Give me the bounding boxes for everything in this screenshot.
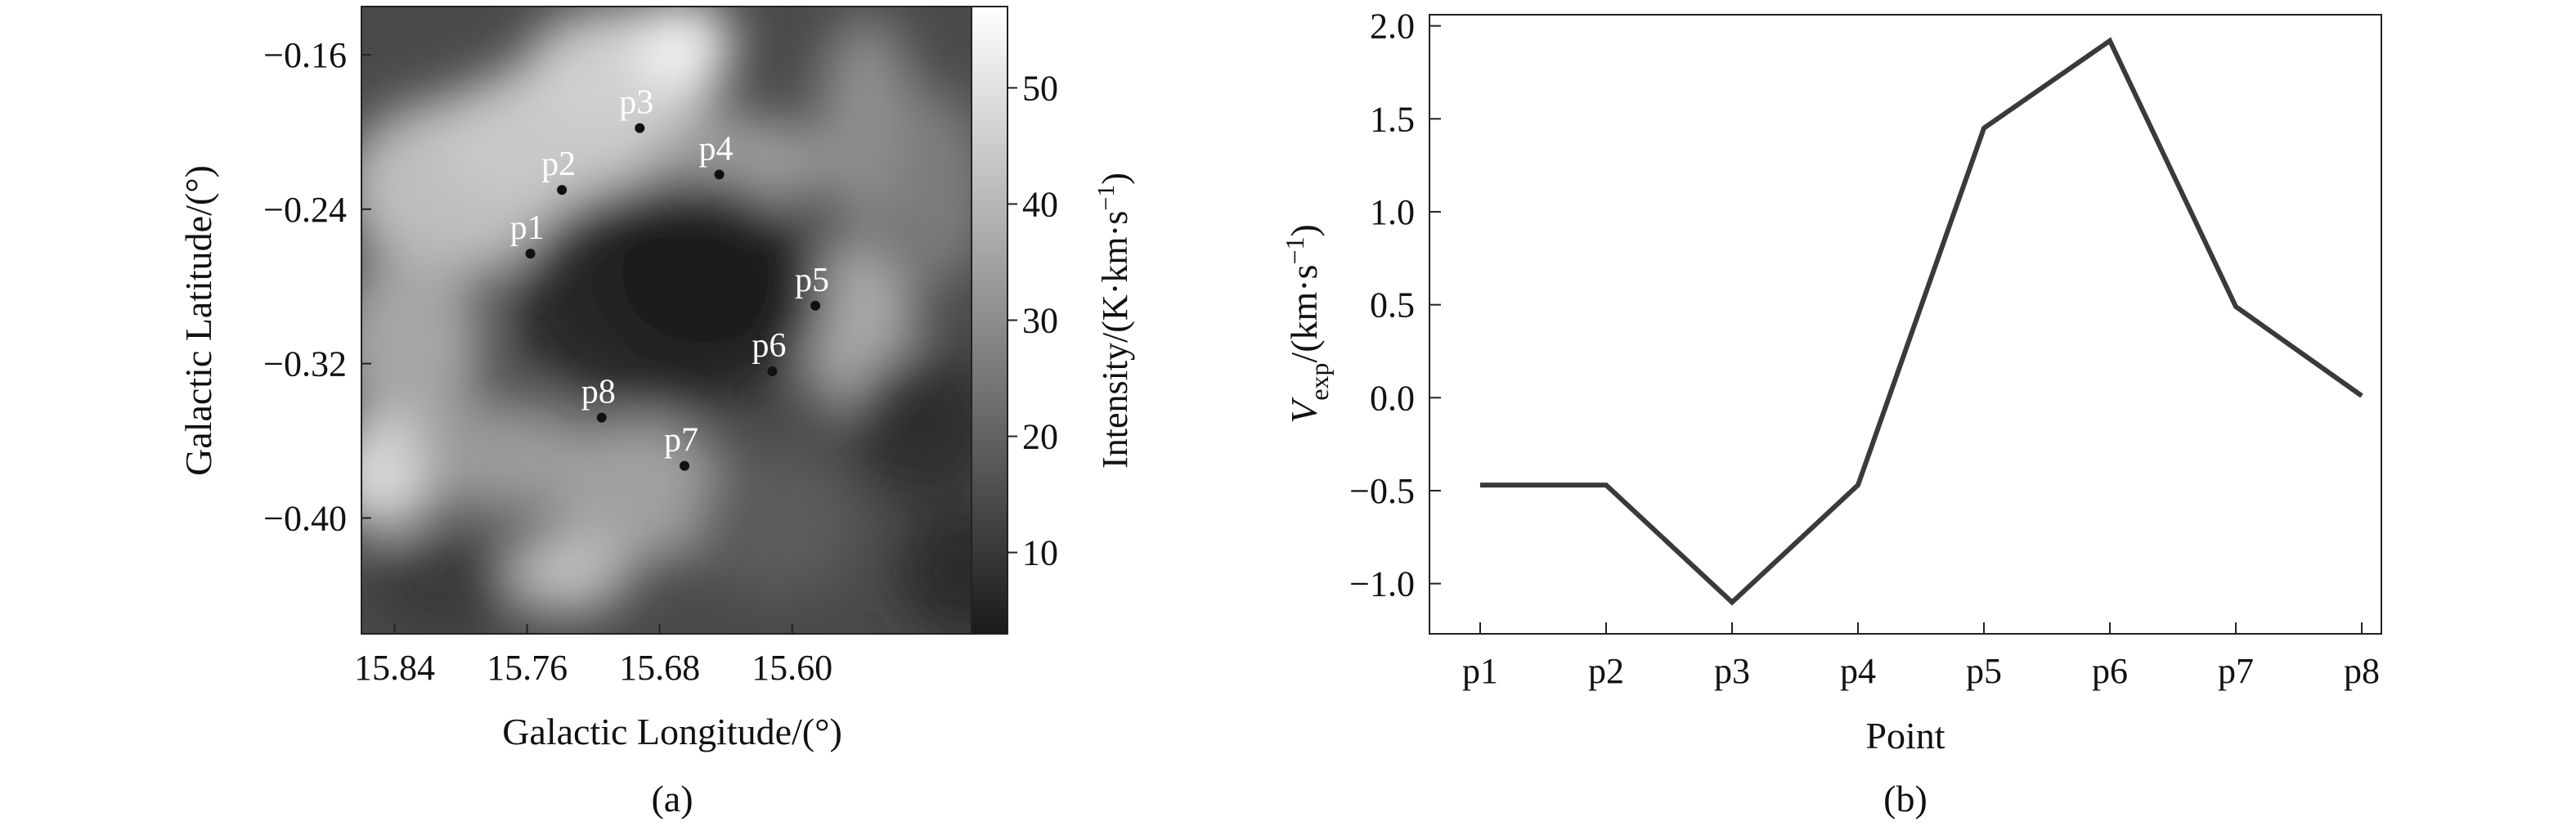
data-point — [1479, 484, 1481, 486]
line-y-tick-label: −1.0 — [1349, 564, 1415, 604]
map-axes: 15.84 15.76 15.68 15.60 −0.16 −0.24 −0.32 −0.40 — [263, 35, 832, 688]
line-x-tick-label: p5 — [1966, 651, 2002, 691]
line-y-tick-label: 1.0 — [1370, 192, 1415, 232]
data-point — [2109, 40, 2111, 42]
colorbar-label: Intensity/(K·km·s−1) — [1093, 173, 1135, 469]
map-y-tick-label: −0.32 — [263, 344, 347, 384]
map-point-label: p5 — [795, 262, 829, 299]
colorbar-tick-label: 20 — [1022, 417, 1058, 457]
line-x-tick-label: p4 — [1840, 651, 1876, 691]
line-x-tick-label: p3 — [1714, 651, 1750, 691]
map-point-label: p3 — [619, 84, 653, 122]
colorbar-ticks: 10 20 30 40 50 — [1008, 68, 1058, 573]
line-y-tick-label: 0.0 — [1370, 378, 1415, 418]
line-x-tick-label: p1 — [1462, 651, 1498, 691]
data-point — [2361, 395, 2363, 397]
panel-a-label: (a) — [651, 778, 693, 819]
map-point-marker — [714, 169, 725, 180]
map-y-tick-label: −0.24 — [263, 190, 347, 230]
line-x-tick-label: p8 — [2344, 651, 2380, 691]
map-point-marker — [635, 123, 645, 133]
line-x-tick-label: p2 — [1588, 651, 1624, 691]
line-axes: p1 p2 p3 p4 p5 p6 p7 p8 −1.0 −0.5 0.0 0.5 1.0 1.5 2.0 — [1349, 7, 2380, 691]
map-x-axis-label: Galactic Longitude/(°) — [502, 711, 842, 752]
map-y-tick-label: −0.40 — [263, 498, 347, 538]
data-point — [1731, 601, 1733, 603]
colorbar-tick-label: 30 — [1022, 301, 1058, 341]
line-y-tick-label: −0.5 — [1349, 471, 1415, 511]
map-point-marker — [557, 185, 568, 195]
map-x-tick-label: 15.68 — [619, 648, 700, 688]
map-y-tick-label: −0.16 — [263, 35, 347, 75]
map-point-marker — [525, 249, 536, 259]
colorbar — [971, 6, 1008, 635]
map-y-axis-label: Galactic Latitude/(°) — [177, 165, 219, 476]
panel-b-label: (b) — [1883, 778, 1928, 819]
colorbar-tick-label: 10 — [1022, 533, 1058, 573]
map-point-marker — [810, 300, 821, 311]
panel-a: 15.84 15.76 15.68 15.60 −0.16 −0.24 −0.32 −0.40… — [177, 6, 1135, 819]
data-point — [2235, 306, 2237, 308]
map-x-tick-label: 15.84 — [354, 648, 435, 688]
map-x-tick-label: 15.76 — [487, 648, 568, 688]
map-x-tick-label: 15.60 — [752, 648, 832, 688]
map-point-marker — [680, 460, 689, 471]
line-y-tick-label: 0.5 — [1370, 285, 1415, 325]
colorbar-tick-label: 40 — [1022, 184, 1058, 224]
map-point-label: p6 — [752, 327, 786, 365]
line-series — [1479, 37, 2363, 606]
data-point — [1857, 484, 1859, 486]
map-point-marker — [767, 366, 778, 377]
line-y-tick-label: 1.5 — [1370, 99, 1415, 139]
map-point-label: p7 — [664, 422, 698, 460]
line-x-axis-label: Point — [1865, 715, 1945, 756]
line-y-axis-label: Vexp/(km·s−1) — [1280, 224, 1334, 424]
line-y-tick-label: 2.0 — [1370, 7, 1415, 47]
map-point-label: p8 — [581, 374, 616, 411]
panel-b: p1 p2 p3 p4 p5 p6 p7 p8−1.0−0.50.00.51.01.52.0 … — [1280, 7, 2382, 819]
map-point-label: p4 — [699, 130, 734, 168]
map-point-label: p2 — [541, 146, 576, 183]
colorbar-tick-label: 50 — [1022, 68, 1058, 108]
line-x-tick-label: p7 — [2218, 651, 2254, 691]
series-line — [1480, 37, 2363, 606]
map-point-label: p1 — [510, 209, 545, 247]
intensity-map — [361, 7, 1008, 634]
line-plot-frame — [1429, 14, 2382, 635]
line-x-tick-label: p6 — [2092, 651, 2128, 691]
data-point — [1605, 484, 1607, 486]
map-point-marker — [596, 412, 607, 423]
